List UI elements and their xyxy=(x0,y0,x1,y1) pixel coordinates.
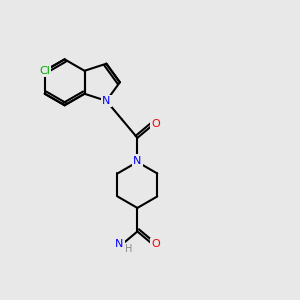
Text: Cl: Cl xyxy=(39,66,50,76)
Text: N: N xyxy=(115,239,123,249)
Text: O: O xyxy=(151,239,160,249)
Text: H: H xyxy=(125,244,132,254)
Text: O: O xyxy=(151,118,160,128)
Text: N: N xyxy=(102,96,110,106)
Text: N: N xyxy=(133,155,142,166)
